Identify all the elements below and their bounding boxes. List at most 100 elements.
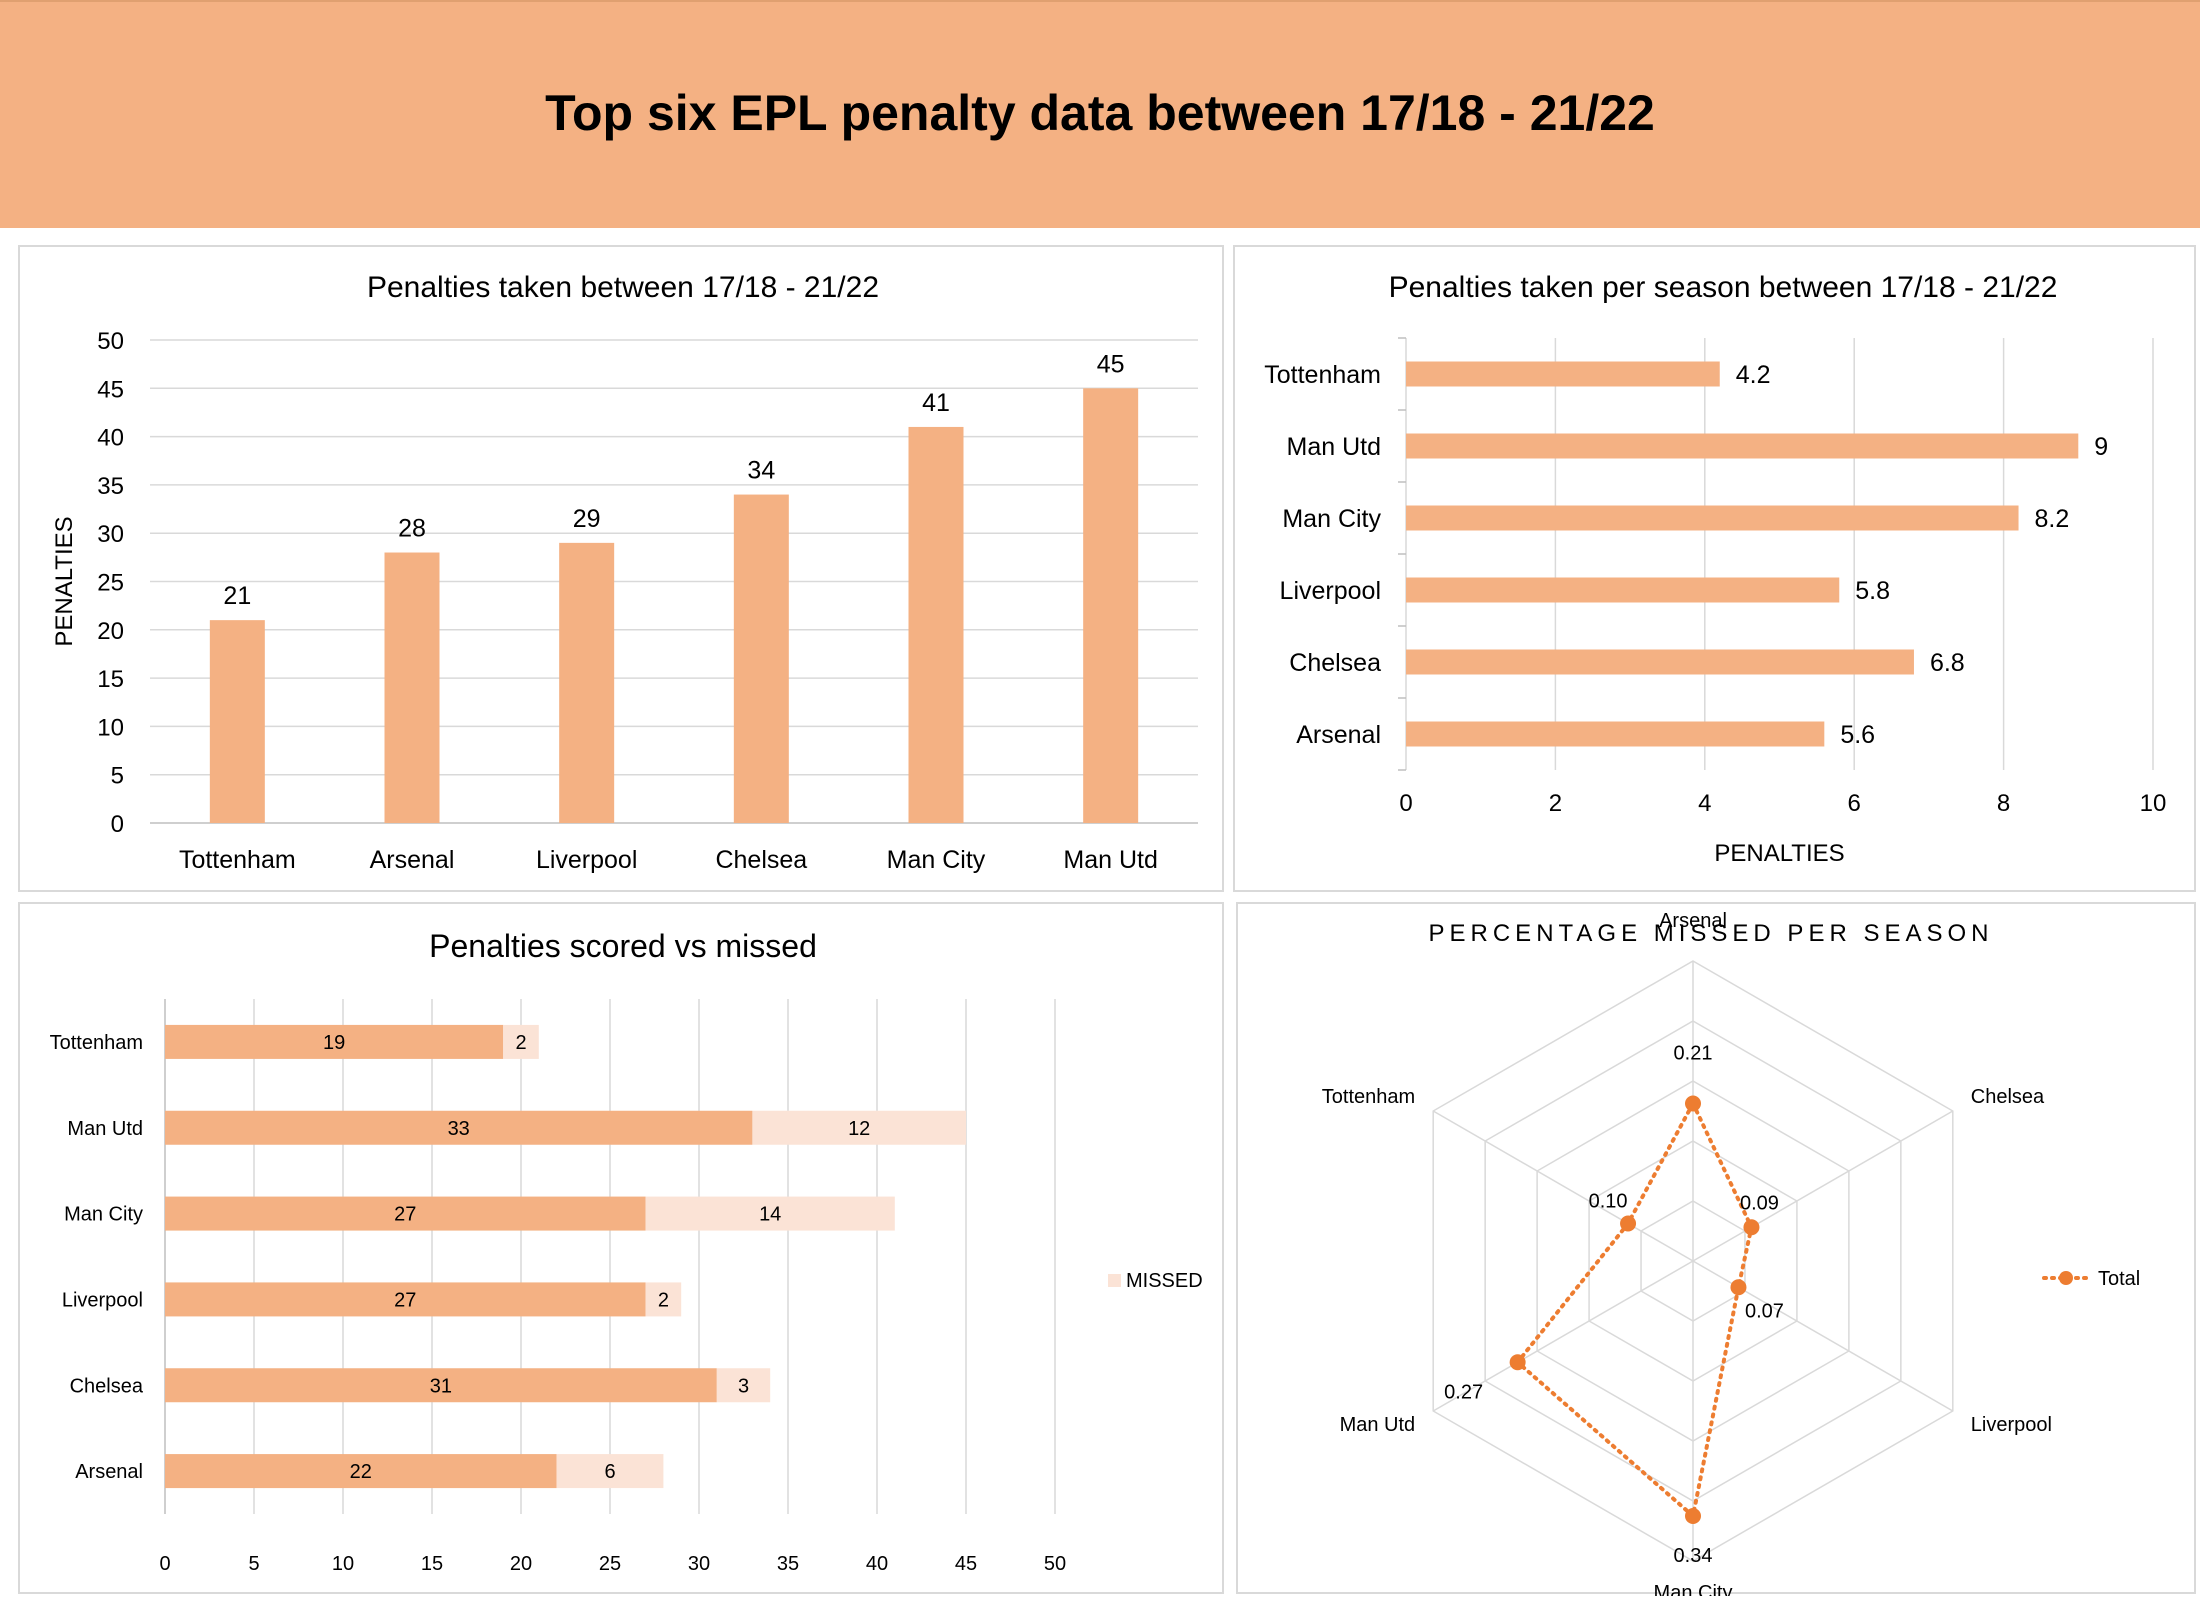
bar: [908, 426, 964, 823]
y-tick-label: 35: [97, 473, 124, 500]
data-label: 5.6: [1840, 721, 1875, 749]
data-label: 8.2: [2035, 505, 2070, 533]
radar-point: [1730, 1279, 1747, 1296]
bar: [559, 542, 615, 823]
panel-penalties-taken: Penalties taken between 17/18 - 21/22 0 5 1…: [18, 245, 1224, 892]
x-tick-label: 20: [510, 1553, 532, 1575]
panel-scored-vs-missed: Penalties scored vs missed 0 5 10 15 20 25 30 35…: [18, 902, 1224, 1594]
panel-percentage-missed: PERCENTAGE MISSED PER SEASON Arsenal Chels…: [1236, 902, 2196, 1596]
radar-point: [1685, 1095, 1701, 1112]
bar: [1406, 577, 1840, 603]
bar-scored: [165, 1110, 753, 1145]
bar: [1406, 505, 2019, 531]
data-label-scored: 19: [323, 1032, 345, 1054]
x-tick-label: 6: [1848, 790, 1861, 817]
y-tick-label: 0: [111, 811, 124, 838]
radar-series-line: [1514, 1099, 1754, 1520]
x-tick-label: 5: [248, 1553, 259, 1575]
radar-category-label: Liverpool: [1971, 1414, 2052, 1436]
data-label-missed: 2: [658, 1289, 669, 1311]
bar-missed: [503, 1024, 539, 1059]
chart-title: Penalties taken between 17/18 - 21/22: [367, 271, 879, 304]
x-tick-label: 0: [159, 1553, 170, 1575]
x-tick-label: 45: [955, 1553, 977, 1575]
data-label: 9: [2094, 433, 2108, 461]
y-tick-label: 10: [97, 714, 124, 741]
data-label: 21: [223, 582, 251, 610]
y-tick-label: 15: [97, 666, 124, 693]
x-tick-label: 15: [421, 1553, 443, 1575]
y-tick-label: Arsenal: [75, 1461, 143, 1483]
data-label: 28: [398, 515, 426, 543]
penalties-taken-chart: Penalties taken between 17/18 - 21/22 0 5 1…: [51, 271, 1198, 874]
y-tick-label: 25: [97, 570, 124, 597]
legend-label: MISSED: [1126, 1270, 1203, 1292]
y-tick-label: Tottenham: [1264, 361, 1381, 389]
dashboard-header: Top six EPL penalty data between 17/18 -…: [0, 0, 2200, 228]
bar-scored: [165, 1282, 646, 1317]
y-tick-label: 45: [97, 376, 124, 403]
y-tick-label: Arsenal: [1296, 721, 1381, 749]
radar-point: [1743, 1219, 1760, 1236]
y-tick-label: Tottenham: [50, 1032, 143, 1054]
data-label-missed: 2: [515, 1032, 526, 1054]
y-tick-label: 50: [97, 328, 124, 355]
radar-spoke: [1432, 1110, 1694, 1262]
data-label: 5.8: [1855, 577, 1890, 605]
chart-title: Penalties taken per season between 17/18…: [1389, 271, 2058, 304]
x-axis-label: PENALTIES: [1714, 840, 1844, 867]
y-tick-label: Liverpool: [62, 1289, 143, 1311]
x-tick-label: 8: [1997, 790, 2010, 817]
data-label-scored: 33: [448, 1118, 470, 1140]
data-label-scored: 22: [350, 1461, 372, 1483]
radar-data-label: 0.21: [1674, 1043, 1713, 1065]
data-label-scored: 31: [430, 1375, 452, 1397]
bar: [733, 494, 789, 823]
radar-category-label: Man Utd: [1340, 1414, 1416, 1436]
data-label: 45: [1097, 350, 1125, 378]
x-tick-label: 2: [1549, 790, 1562, 817]
radar-category-label: Chelsea: [1971, 1086, 2045, 1108]
bar: [209, 620, 265, 823]
data-label-scored: 27: [394, 1289, 416, 1311]
x-tick-label: Tottenham: [179, 846, 296, 874]
y-tick-label: 20: [97, 618, 124, 645]
x-tick-label: 10: [332, 1553, 354, 1575]
radar-data-label: 0.27: [1444, 1381, 1483, 1403]
bar: [1083, 388, 1139, 823]
y-tick-label: Liverpool: [1280, 577, 1381, 605]
x-tick-label: 40: [866, 1553, 888, 1575]
x-tick-label: 35: [777, 1553, 799, 1575]
y-tick-label: Man Utd: [1287, 433, 1381, 461]
y-tick-label: Man Utd: [67, 1118, 143, 1140]
x-tick-label: 0: [1399, 790, 1412, 817]
y-tick-label: 40: [97, 425, 124, 452]
y-tick-label: Man City: [1282, 505, 1381, 533]
y-tick-label: 30: [97, 521, 124, 548]
bar-missed: [752, 1110, 966, 1145]
data-label: 29: [573, 505, 601, 533]
x-tick-label: 50: [1044, 1553, 1066, 1575]
radar-data-label: 0.07: [1745, 1300, 1784, 1322]
data-label: 41: [922, 389, 950, 417]
legend-label: Total: [2098, 1268, 2140, 1290]
chart-title: Penalties scored vs missed: [429, 928, 817, 964]
radar-category-label: Tottenham: [1322, 1086, 1415, 1108]
x-tick-label: 30: [688, 1553, 710, 1575]
data-label: 4.2: [1736, 361, 1771, 389]
y-tick-label: Man City: [64, 1204, 143, 1226]
y-tick-label: 5: [111, 763, 124, 790]
bar-scored: [165, 1196, 646, 1231]
radar-point: [1620, 1215, 1637, 1232]
radar-spoke: [1432, 1260, 1694, 1412]
chart-title: PERCENTAGE MISSED PER SEASON: [1429, 920, 1994, 947]
radar-data-label: 0.10: [1589, 1191, 1628, 1213]
radar-spoke: [1692, 1110, 1954, 1262]
data-label-missed: 12: [848, 1118, 870, 1140]
y-axis-label: PENALTIES: [51, 516, 78, 646]
data-label-missed: 14: [759, 1204, 781, 1226]
x-tick-label: Man Utd: [1063, 846, 1157, 874]
y-tick-label: Chelsea: [70, 1375, 144, 1397]
x-tick-label: Chelsea: [715, 846, 807, 874]
